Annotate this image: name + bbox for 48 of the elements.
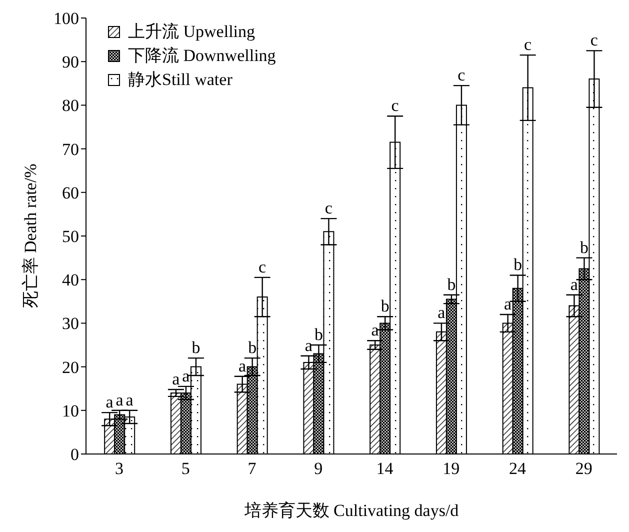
annotation: b xyxy=(447,274,456,294)
x-tick-label: 7 xyxy=(248,459,257,478)
annotation: c xyxy=(458,66,466,85)
annotation: c xyxy=(590,30,598,50)
x-tick-label: 9 xyxy=(314,459,323,478)
annotation: a xyxy=(238,356,247,376)
annotation: b xyxy=(580,238,588,257)
annotation: a xyxy=(438,303,446,322)
x-tick-label: 19 xyxy=(442,459,460,478)
annotation: a xyxy=(304,336,313,355)
annotation: a xyxy=(106,392,114,412)
annotation: c xyxy=(524,35,532,54)
annotation: a xyxy=(182,366,190,386)
y-axis-title: 死亡率 Death rate/% xyxy=(21,164,40,308)
y-tick-label: 40 xyxy=(62,270,79,290)
legend-label: 下降流 Downwelling xyxy=(128,45,276,67)
annotation: a xyxy=(570,274,578,294)
y-tick-label: 50 xyxy=(62,227,79,246)
y-tick-label: 10 xyxy=(62,401,79,420)
annotation: c xyxy=(391,96,400,116)
y-tick-label: 30 xyxy=(62,314,79,334)
y-tick-label: 80 xyxy=(62,96,79,116)
x-tick-label: 14 xyxy=(376,459,394,478)
annotation: b xyxy=(314,325,323,344)
y-tick-label: 100 xyxy=(54,9,79,28)
legend-label: 上升流 Upwelling xyxy=(128,21,256,43)
annotation: b xyxy=(380,296,390,316)
annotation: a xyxy=(371,320,380,340)
annotation: b xyxy=(248,338,257,358)
y-tick-label: 0 xyxy=(70,445,79,464)
y-tick-label: 60 xyxy=(62,183,79,202)
annotation: a xyxy=(504,294,512,314)
x-tick-label: 3 xyxy=(114,459,124,478)
y-tick-label: 90 xyxy=(62,52,79,72)
annotation: a xyxy=(172,369,180,388)
legend-label: 静水Still water xyxy=(128,69,232,91)
x-tick-label: 24 xyxy=(508,459,526,478)
x-axis-title: 培养育天数 Cultivating days/d xyxy=(243,501,460,520)
annotation: a xyxy=(116,390,124,410)
annotation: b xyxy=(514,255,522,274)
y-tick-label: 20 xyxy=(62,358,79,377)
y-tick-label: 70 xyxy=(62,140,79,159)
annotation: c xyxy=(258,257,267,276)
annotation: c xyxy=(324,198,333,218)
annotation: a xyxy=(126,390,134,410)
x-tick-label: 5 xyxy=(181,459,190,478)
x-tick-label: 29 xyxy=(575,459,592,478)
annotation: b xyxy=(192,338,200,358)
